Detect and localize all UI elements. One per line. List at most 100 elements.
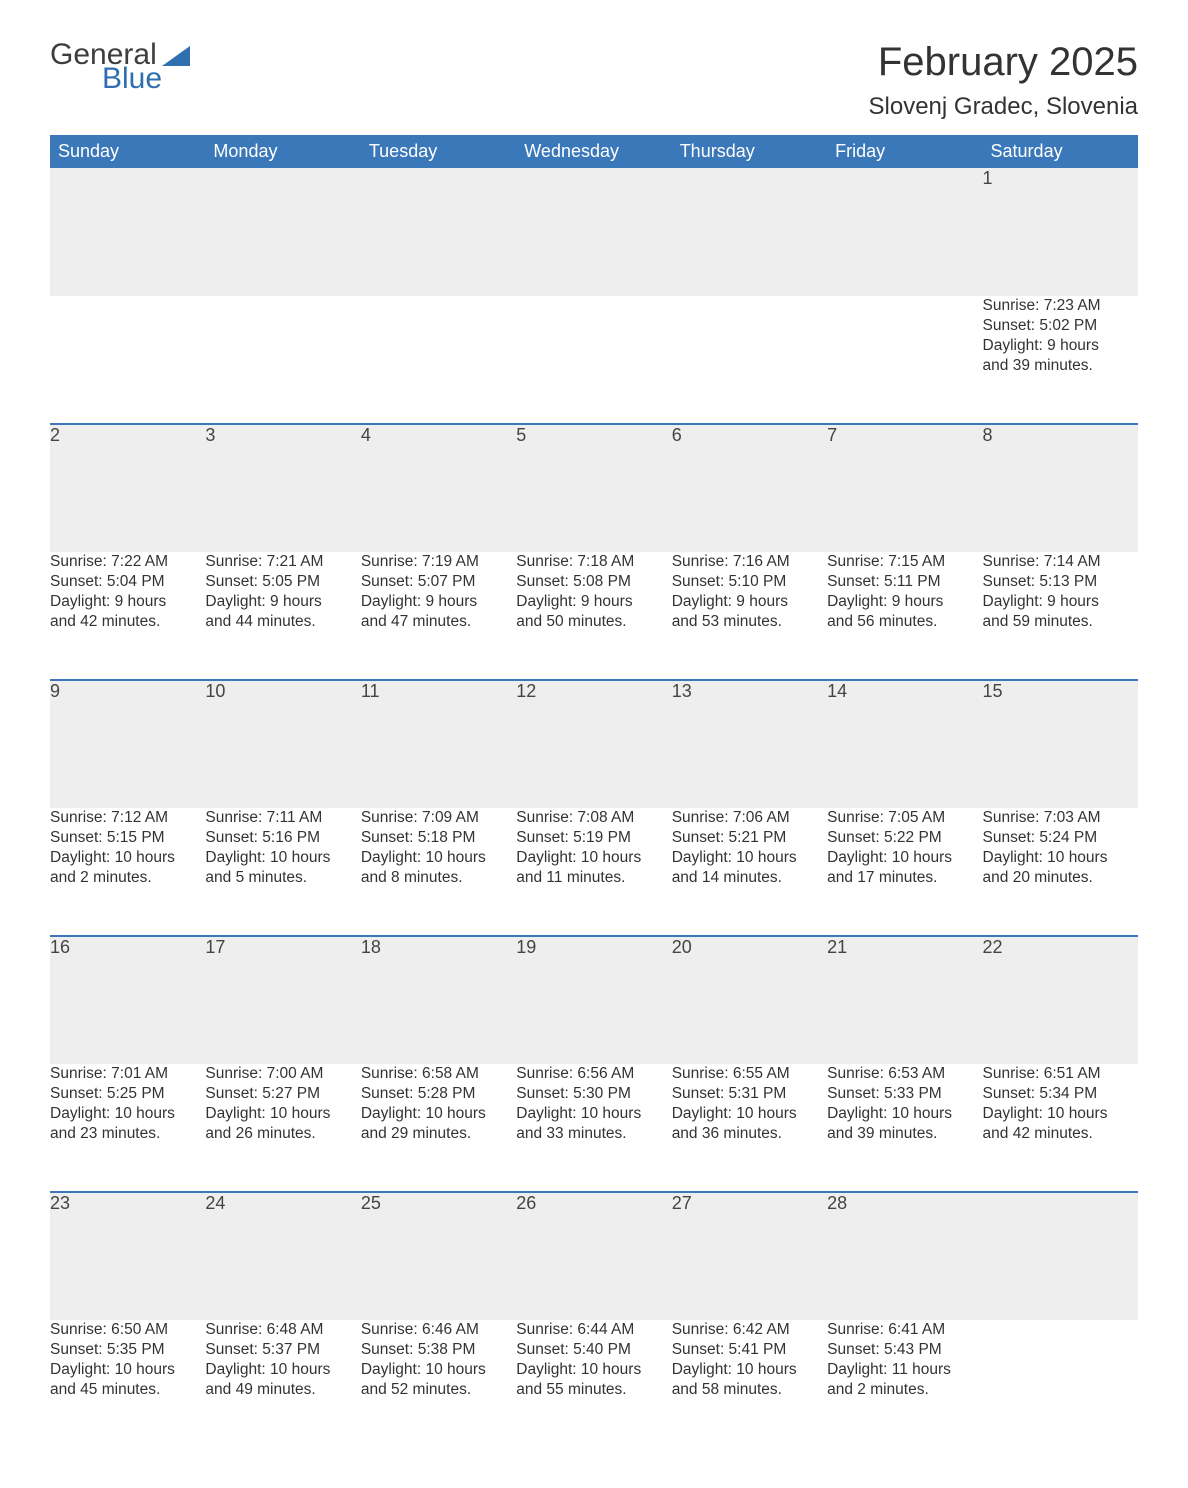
sunset-text: Sunset: 5:41 PM [672,1340,827,1360]
dayl1-text: Daylight: 10 hours [827,1104,982,1124]
sunset-text: Sunset: 5:34 PM [983,1084,1138,1104]
weekday-header: Saturday [983,135,1138,168]
day-cell: Sunrise: 7:11 AMSunset: 5:16 PMDaylight:… [205,808,360,936]
dayl2-text: and 2 minutes. [827,1380,982,1400]
dayl2-text: and 29 minutes. [361,1124,516,1144]
sunset-text: Sunset: 5:33 PM [827,1084,982,1104]
sunset-text: Sunset: 5:35 PM [50,1340,205,1360]
day-number: 14 [827,680,982,808]
day-cell: Sunrise: 7:19 AMSunset: 5:07 PMDaylight:… [361,552,516,680]
day-cell: Sunrise: 7:21 AMSunset: 5:05 PMDaylight:… [205,552,360,680]
day-number: 3 [205,424,360,552]
sunset-text: Sunset: 5:05 PM [205,572,360,592]
day-number: 25 [361,1192,516,1320]
day-cell: Sunrise: 7:01 AMSunset: 5:25 PMDaylight:… [50,1064,205,1192]
day-number: 11 [361,680,516,808]
weekday-header-row: Sunday Monday Tuesday Wednesday Thursday… [50,135,1138,168]
dayl1-text: Daylight: 10 hours [672,848,827,868]
weekday-header: Wednesday [516,135,671,168]
dayl2-text: and 47 minutes. [361,612,516,632]
day-cell: Sunrise: 6:42 AMSunset: 5:41 PMDaylight:… [672,1320,827,1448]
dayl1-text: Daylight: 10 hours [50,1360,205,1380]
dayl1-text: Daylight: 10 hours [516,1104,671,1124]
dayl2-text: and 23 minutes. [50,1124,205,1144]
dayl2-text: and 8 minutes. [361,868,516,888]
sunset-text: Sunset: 5:13 PM [983,572,1138,592]
sunrise-text: Sunrise: 6:51 AM [983,1064,1138,1084]
dayl2-text: and 50 minutes. [516,612,671,632]
day-cell: Sunrise: 6:55 AMSunset: 5:31 PMDaylight:… [672,1064,827,1192]
dayl1-text: Daylight: 11 hours [827,1360,982,1380]
day-number: 24 [205,1192,360,1320]
weekday-header: Friday [827,135,982,168]
dayl1-text: Daylight: 10 hours [672,1360,827,1380]
dayl2-text: and 52 minutes. [361,1380,516,1400]
day-number [516,168,671,296]
sunset-text: Sunset: 5:21 PM [672,828,827,848]
dayl1-text: Daylight: 10 hours [361,1360,516,1380]
sunset-text: Sunset: 5:38 PM [361,1340,516,1360]
day-cell: Sunrise: 6:50 AMSunset: 5:35 PMDaylight:… [50,1320,205,1448]
sunset-text: Sunset: 5:16 PM [205,828,360,848]
dayl1-text: Daylight: 10 hours [672,1104,827,1124]
sunset-text: Sunset: 5:27 PM [205,1084,360,1104]
dayl1-text: Daylight: 10 hours [516,848,671,868]
sunrise-text: Sunrise: 6:46 AM [361,1320,516,1340]
day-cell: Sunrise: 7:22 AMSunset: 5:04 PMDaylight:… [50,552,205,680]
day-cell [361,296,516,424]
day-number: 22 [983,936,1138,1064]
sunrise-text: Sunrise: 7:12 AM [50,808,205,828]
dayl2-text: and 39 minutes. [827,1124,982,1144]
day-cell: Sunrise: 6:41 AMSunset: 5:43 PMDaylight:… [827,1320,982,1448]
dayl2-text: and 17 minutes. [827,868,982,888]
day-number: 17 [205,936,360,1064]
day-cell: Sunrise: 7:03 AMSunset: 5:24 PMDaylight:… [983,808,1138,936]
sunset-text: Sunset: 5:18 PM [361,828,516,848]
day-cell: Sunrise: 6:58 AMSunset: 5:28 PMDaylight:… [361,1064,516,1192]
dayl2-text: and 49 minutes. [205,1380,360,1400]
day-number: 9 [50,680,205,808]
dayl2-text: and 26 minutes. [205,1124,360,1144]
sunset-text: Sunset: 5:08 PM [516,572,671,592]
day-cell [205,296,360,424]
day-cell: Sunrise: 6:46 AMSunset: 5:38 PMDaylight:… [361,1320,516,1448]
day-cell: Sunrise: 7:00 AMSunset: 5:27 PMDaylight:… [205,1064,360,1192]
day-number: 18 [361,936,516,1064]
sunrise-text: Sunrise: 7:11 AM [205,808,360,828]
sunset-text: Sunset: 5:31 PM [672,1084,827,1104]
sunrise-text: Sunrise: 6:44 AM [516,1320,671,1340]
dayl1-text: Daylight: 10 hours [205,1104,360,1124]
day-content-row: Sunrise: 7:12 AMSunset: 5:15 PMDaylight:… [50,808,1138,936]
day-number: 19 [516,936,671,1064]
dayl2-text: and 5 minutes. [205,868,360,888]
sunrise-text: Sunrise: 7:15 AM [827,552,982,572]
day-cell: Sunrise: 6:56 AMSunset: 5:30 PMDaylight:… [516,1064,671,1192]
day-cell [50,296,205,424]
sunset-text: Sunset: 5:10 PM [672,572,827,592]
dayl1-text: Daylight: 10 hours [50,1104,205,1124]
day-number-row: 16171819202122 [50,936,1138,1064]
sunrise-text: Sunrise: 6:42 AM [672,1320,827,1340]
dayl1-text: Daylight: 10 hours [205,848,360,868]
sunset-text: Sunset: 5:15 PM [50,828,205,848]
day-cell: Sunrise: 7:14 AMSunset: 5:13 PMDaylight:… [983,552,1138,680]
dayl2-text: and 14 minutes. [672,868,827,888]
sunrise-text: Sunrise: 7:03 AM [983,808,1138,828]
day-cell: Sunrise: 7:08 AMSunset: 5:19 PMDaylight:… [516,808,671,936]
day-cell [827,296,982,424]
sunrise-text: Sunrise: 7:00 AM [205,1064,360,1084]
day-number: 16 [50,936,205,1064]
day-cell: Sunrise: 6:51 AMSunset: 5:34 PMDaylight:… [983,1064,1138,1192]
dayl2-text: and 36 minutes. [672,1124,827,1144]
sunrise-text: Sunrise: 7:16 AM [672,552,827,572]
brand-logo: General Blue [50,40,190,94]
dayl1-text: Daylight: 9 hours [516,592,671,612]
dayl1-text: Daylight: 10 hours [361,848,516,868]
weekday-header: Thursday [672,135,827,168]
dayl1-text: Daylight: 9 hours [983,592,1138,612]
day-cell: Sunrise: 6:53 AMSunset: 5:33 PMDaylight:… [827,1064,982,1192]
sunrise-text: Sunrise: 7:05 AM [827,808,982,828]
sunrise-text: Sunrise: 6:41 AM [827,1320,982,1340]
dayl2-text: and 39 minutes. [983,356,1138,376]
day-content-row: Sunrise: 6:50 AMSunset: 5:35 PMDaylight:… [50,1320,1138,1448]
